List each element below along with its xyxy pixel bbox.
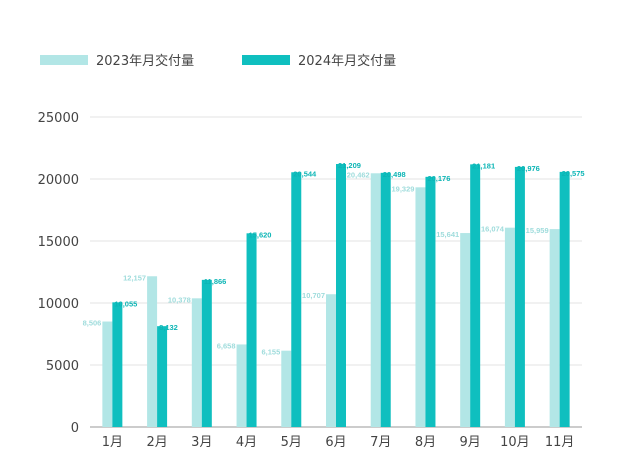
y-tick-label: 15000 — [38, 235, 79, 250]
data-label-2023: 15,641 — [436, 230, 459, 239]
bar-2023 — [281, 350, 292, 427]
bar-2023 — [191, 298, 202, 427]
x-tick-label: 11月 — [545, 435, 575, 450]
bar-2023 — [326, 294, 336, 427]
bar-2024 — [380, 172, 391, 427]
data-label-2024: 8,132 — [159, 323, 178, 332]
bar-2024 — [291, 172, 302, 427]
x-tick-label: 10月 — [500, 435, 530, 450]
legend-swatch-2023 — [40, 55, 88, 65]
data-label-2024: 21,181 — [472, 161, 495, 170]
bar-2023 — [460, 233, 471, 427]
data-label-2023: 6,155 — [261, 348, 280, 357]
data-label-2024: 21,209 — [338, 161, 361, 170]
bars — [102, 164, 570, 428]
data-label-2024: 10,055 — [114, 299, 137, 308]
data-label-2024: 20,544 — [293, 169, 317, 178]
y-tick-label: 0 — [71, 421, 79, 436]
data-label-2024: 20,575 — [562, 169, 585, 178]
data-label-2024: 11,866 — [204, 277, 227, 286]
bar-2024 — [470, 164, 481, 428]
data-label-2023: 20,462 — [347, 170, 370, 179]
y-tick-label: 25000 — [38, 111, 79, 126]
x-tick-label: 9月 — [460, 435, 481, 450]
data-label-2023: 6,658 — [217, 341, 236, 350]
bar-2024 — [201, 279, 212, 427]
data-label-2024: 20,498 — [383, 170, 406, 179]
data-label-2023: 15,959 — [526, 226, 549, 235]
bar-2024 — [246, 233, 257, 427]
legend-label-2023: 2023年月交付量 — [96, 53, 194, 69]
data-label-2023: 19,329 — [392, 184, 415, 193]
legend: 2023年月交付量 2024年月交付量 — [40, 53, 396, 69]
data-label-2023: 8,506 — [83, 319, 102, 328]
x-tick-label: 5月 — [281, 435, 302, 450]
bar-2023 — [504, 227, 515, 427]
x-tick-label: 2月 — [146, 435, 167, 450]
y-axis: 0 5000 10000 15000 20000 25000 — [38, 111, 79, 436]
bar-2024 — [425, 176, 436, 427]
bar-2024 — [559, 171, 570, 427]
data-label-2024: 20,176 — [427, 174, 450, 183]
data-label-2023: 12,157 — [123, 273, 146, 282]
y-tick-label: 5000 — [46, 359, 79, 374]
x-tick-label: 4月 — [236, 435, 257, 450]
bar-2024 — [514, 166, 525, 428]
bar-2024 — [157, 326, 168, 427]
data-label-2023: 10,378 — [168, 295, 191, 304]
bar-2023 — [147, 276, 158, 427]
bar-2023 — [236, 344, 247, 427]
x-axis: 1月 2月 3月 4月 5月 6月 7月 8月 9月 10月 11月 — [102, 435, 575, 450]
x-tick-label: 3月 — [191, 435, 212, 450]
legend-label-2024: 2024年月交付量 — [298, 53, 396, 69]
x-tick-label: 1月 — [102, 435, 123, 450]
bar-2023 — [549, 229, 560, 427]
x-tick-label: 8月 — [415, 435, 436, 450]
data-label-2024: 20,976 — [517, 164, 540, 173]
legend-swatch-2024 — [242, 55, 290, 65]
data-label-2024: 15,620 — [249, 230, 272, 239]
x-tick-label: 7月 — [370, 435, 391, 450]
data-label-2023: 10,707 — [302, 291, 325, 300]
y-tick-label: 20000 — [38, 173, 79, 188]
x-tick-label: 6月 — [325, 435, 346, 450]
bar-2024 — [112, 302, 123, 427]
bar-2023 — [102, 321, 113, 427]
bar-2023 — [415, 187, 426, 427]
bar-2023 — [370, 173, 381, 427]
bar-2024 — [336, 164, 346, 427]
data-labels: 8,506 10,055 12,157 8,132 10,378 11,866 6,658 1… — [83, 161, 585, 357]
y-tick-label: 10000 — [38, 297, 79, 312]
data-label-2023: 16,074 — [481, 225, 505, 234]
